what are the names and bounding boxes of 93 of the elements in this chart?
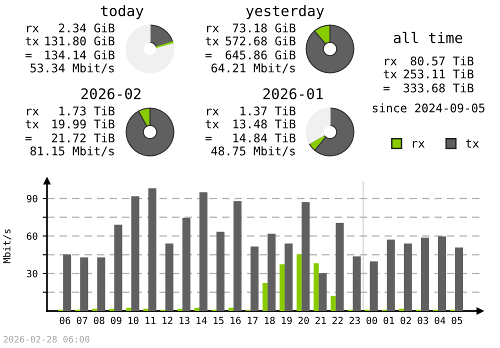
chart-title: 2026-02 <box>81 88 140 100</box>
x-tick-label: 20 <box>298 316 309 324</box>
bar <box>336 222 344 311</box>
bar <box>234 201 242 311</box>
x-tick-label: 18 <box>264 316 275 324</box>
x-tick-label: 11 <box>146 316 156 324</box>
text: = 333.68 TiB <box>384 83 474 92</box>
text: rx 1.37 TiB <box>207 106 296 116</box>
text: = 645.86 GiB <box>206 50 296 60</box>
bar <box>131 196 140 311</box>
x-tick-label: 17 <box>248 316 258 324</box>
bar <box>280 264 285 311</box>
bar <box>438 236 446 311</box>
x-tick-label: 19 <box>282 316 292 324</box>
y-tick-label: 90 <box>26 195 38 202</box>
donut-slice <box>126 108 174 156</box>
y-tick-label: 60 <box>26 232 38 240</box>
text: tx 19.99 TiB <box>26 119 114 128</box>
bar <box>404 244 412 311</box>
text: since 2024-09-05 <box>372 103 484 112</box>
bar <box>199 192 208 311</box>
bar <box>352 256 361 311</box>
text: rx 2.34 GiB <box>27 23 114 32</box>
bar <box>114 224 122 311</box>
bar <box>194 308 200 311</box>
y-axis-title: Mbit/s <box>2 229 12 264</box>
text: rx 1.73 TiB <box>27 106 114 116</box>
text: = 134.14 GiB <box>26 50 114 60</box>
legend-label: rx <box>412 141 425 148</box>
text: 2026-02-28 06:00 <box>4 336 90 343</box>
bar <box>262 283 268 311</box>
x-tick-label: 15 <box>214 316 224 324</box>
text: 81.15 Mbit/s <box>30 146 114 156</box>
text: 48.75 Mbit/s <box>211 146 295 156</box>
bar <box>228 308 234 311</box>
chart-title: yesterday <box>246 4 324 20</box>
bar <box>420 238 429 311</box>
bar <box>302 202 310 311</box>
text: tx 572.68 GiB <box>206 36 296 46</box>
text: 53.34 Mbit/s <box>30 63 114 74</box>
x-tick-label: 09 <box>110 316 122 324</box>
bar <box>284 244 293 311</box>
bar <box>455 248 464 311</box>
chart-title: today <box>100 4 144 20</box>
bar <box>126 308 132 311</box>
y-tick-label: 30 <box>26 270 38 278</box>
x-tick-label: 00 <box>366 316 378 324</box>
chart-title: 2026-01 <box>263 88 323 100</box>
bar <box>165 244 174 311</box>
bar <box>148 188 156 311</box>
x-tick-label: 06 <box>60 316 70 324</box>
x-tick-label: 03 <box>418 316 428 324</box>
text: 64.21 Mbit/s <box>211 63 295 74</box>
text: tx 13.48 TiB <box>206 119 296 128</box>
text: = 14.84 TiB <box>206 133 296 142</box>
bar <box>182 218 190 311</box>
x-tick-label: 01 <box>384 316 394 324</box>
bar <box>250 246 259 311</box>
donut-slice <box>306 24 354 74</box>
bar <box>80 257 88 311</box>
x-tick-label: 14 <box>196 316 207 324</box>
x-tick-label: 23 <box>350 316 360 324</box>
x-tick-label: 10 <box>128 316 138 324</box>
text: tx 131.80 GiB <box>26 36 114 46</box>
x-tick-label: 21 <box>316 316 326 324</box>
bar <box>318 273 327 311</box>
bar <box>268 234 276 311</box>
bar <box>330 296 336 311</box>
bar <box>63 254 72 311</box>
donut-slice <box>156 41 174 48</box>
bar <box>370 261 378 311</box>
x-tick-label: 08 <box>94 316 104 324</box>
donut-slice <box>126 24 174 74</box>
bar <box>314 263 319 311</box>
x-tick-label: 22 <box>332 316 343 324</box>
x-tick-label: 02 <box>400 316 411 324</box>
text: all time <box>394 32 462 44</box>
bar <box>97 257 106 311</box>
donut-slice <box>306 108 331 144</box>
text: rx 73.18 GiB <box>207 23 296 32</box>
x-tick-label: 16 <box>230 316 241 324</box>
x-tick-label: 04 <box>434 316 446 324</box>
x-tick-label: 07 <box>76 316 88 324</box>
bar <box>216 232 224 311</box>
x-tick-label: 12 <box>162 316 172 324</box>
legend-label: tx <box>466 139 479 148</box>
bar <box>386 240 395 311</box>
text: = 21.72 TiB <box>26 133 114 142</box>
x-tick-label: 13 <box>180 316 190 324</box>
text: rx 80.57 TiB <box>385 56 474 66</box>
x-tick-label: 05 <box>452 316 462 324</box>
bar <box>296 254 302 311</box>
text: tx 253.11 TiB <box>384 69 474 78</box>
